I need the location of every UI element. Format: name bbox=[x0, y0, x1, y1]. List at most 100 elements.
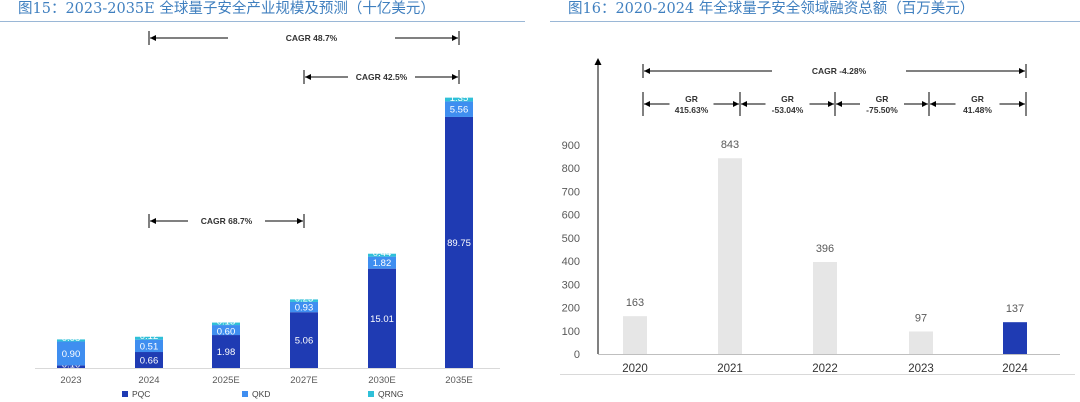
bar-segment-qrng-2030e bbox=[368, 253, 396, 257]
gr-label-line1: GR bbox=[781, 94, 794, 104]
data-label: 0.60 bbox=[217, 327, 236, 338]
y-tick-label: 200 bbox=[562, 303, 580, 315]
data-label: 89.75 bbox=[447, 238, 471, 249]
data-label: 0.15 bbox=[217, 317, 236, 328]
data-label: 0.66 bbox=[140, 356, 159, 367]
cagr-arrow-1-right-arrowhead bbox=[452, 35, 458, 41]
cagr-arrow-2-right-arrowhead bbox=[452, 74, 458, 80]
y-tick-label: 600 bbox=[562, 210, 580, 222]
y-axis-arrowhead bbox=[594, 58, 602, 65]
y-tick-label: 500 bbox=[562, 233, 580, 245]
bar-2021 bbox=[718, 158, 742, 354]
cagr-arrow-1-left-arrowhead bbox=[150, 35, 156, 41]
y-tick-label: 0 bbox=[574, 349, 580, 361]
cagr-arrow-2-left-arrowhead bbox=[305, 74, 311, 80]
x-tick-label: 2022 bbox=[812, 363, 838, 375]
gr-right-arrowhead bbox=[828, 101, 834, 107]
right-chart-panel: 图16：2020-2024 年全球量子安全领域融资总额（百万美元） 0 100 20… bbox=[550, 0, 1080, 402]
data-label: 0.44 bbox=[373, 248, 392, 259]
bar-segment-pqc-2027e bbox=[290, 312, 318, 368]
legend-label: QRNG bbox=[378, 389, 404, 399]
gr-label-line2: -53.04% bbox=[772, 105, 804, 115]
data-label: 396 bbox=[816, 243, 834, 255]
gr-left-arrowhead bbox=[930, 101, 936, 107]
cagr-label: CAGR 68.7% bbox=[201, 216, 253, 226]
gr-label-line1: GR bbox=[971, 94, 984, 104]
cagr-label: CAGR 42.5% bbox=[356, 72, 408, 82]
bar-segment-qkd-2035e bbox=[445, 101, 473, 117]
right-chart-title: 图16：2020-2024 年全球量子安全领域融资总额（百万美元） bbox=[568, 1, 975, 17]
cagr-arrow-3-right-arrowhead bbox=[297, 218, 303, 224]
x-tick-label: 2035E bbox=[445, 375, 472, 386]
cagr-label: CAGR 48.7% bbox=[286, 33, 338, 43]
y-tick-label: 100 bbox=[562, 326, 580, 338]
x-tick-label: 2023 bbox=[908, 363, 934, 375]
left-chart-title: 图15：2023-2035E 全球量子安全产业规模及预测（十亿美元） bbox=[18, 1, 435, 17]
bar-segment-pqc-2030e bbox=[368, 268, 396, 368]
cagr-arrow-3-left-arrowhead bbox=[150, 218, 156, 224]
x-tick-label: 2024 bbox=[1002, 363, 1028, 375]
bar-segment-qrng-2024 bbox=[135, 336, 163, 340]
bar-segment-pqc-2024 bbox=[135, 352, 163, 368]
bar-segment-qrng-2035e bbox=[445, 97, 473, 102]
data-label: 97 bbox=[915, 312, 927, 324]
left-chart-panel: 图15：2023-2035E 全球量子安全产业规模及预测（十亿美元） 0.100… bbox=[0, 0, 525, 402]
x-tick-label: 2025E bbox=[212, 375, 239, 386]
data-label: 0.51 bbox=[140, 341, 159, 352]
gr-label-line2: -75.50% bbox=[866, 105, 898, 115]
x-tick-label: 2020 bbox=[622, 363, 648, 375]
bar-segment-pqc-2025e bbox=[212, 335, 240, 368]
gr-label-line2: 415.63% bbox=[675, 105, 709, 115]
gr-label-line1: GR bbox=[685, 94, 698, 104]
y-tick-label: 700 bbox=[562, 186, 580, 198]
data-label: 15.01 bbox=[370, 314, 394, 325]
bar-segment-pqc-2023 bbox=[57, 365, 85, 368]
gr-left-arrowhead bbox=[741, 101, 747, 107]
y-tick-label: 800 bbox=[562, 163, 580, 175]
data-label: 843 bbox=[721, 139, 739, 151]
bar-segment-qrng-2027e bbox=[290, 299, 318, 302]
gr-right-arrowhead bbox=[1019, 101, 1025, 107]
data-label: 5.06 bbox=[295, 336, 314, 347]
bar-segment-qrng-2025e bbox=[212, 322, 240, 326]
cagr-label: CAGR -4.28% bbox=[812, 66, 867, 76]
data-label: 5.56 bbox=[450, 105, 469, 116]
left-stacked-bar-chart: 0.100.900.0820230.660.510.1220241.980.60… bbox=[35, 31, 500, 399]
gr-label-line1: GR bbox=[876, 94, 889, 104]
bar-2020 bbox=[623, 316, 647, 354]
bar-segment-qkd-2030e bbox=[368, 256, 396, 269]
data-label: 1.82 bbox=[373, 258, 392, 269]
bar-segment-qkd-2027e bbox=[290, 301, 318, 313]
x-tick-label: 2030E bbox=[368, 375, 395, 386]
legend-swatch-qkd bbox=[242, 391, 248, 397]
left-title-rule bbox=[0, 21, 525, 22]
x-tick-label: 2027E bbox=[290, 375, 317, 386]
bar-segment-qkd-2025e bbox=[212, 325, 240, 336]
gr-left-arrowhead bbox=[644, 101, 650, 107]
gr-left-arrowhead bbox=[836, 101, 842, 107]
x-tick-label: 2021 bbox=[717, 363, 743, 375]
gr-right-arrowhead bbox=[733, 101, 739, 107]
data-label: 0.08 bbox=[62, 333, 81, 344]
data-label: 0.12 bbox=[140, 331, 159, 342]
cagr-arrow-left-arrowhead bbox=[644, 68, 650, 74]
bar-2023 bbox=[909, 331, 933, 354]
cagr-arrow-right-arrowhead bbox=[1019, 68, 1025, 74]
legend-label: QKD bbox=[252, 389, 270, 399]
data-label: 1.35 bbox=[450, 93, 469, 104]
right-title-rule bbox=[550, 21, 1080, 22]
gr-label-line2: 41.48% bbox=[963, 105, 992, 115]
bar-2024 bbox=[1003, 322, 1027, 354]
right-bar-chart: 0 100 200 300 400 500 600 700 800 900 163 2020 843 20… bbox=[560, 58, 1075, 375]
data-label: 137 bbox=[1006, 303, 1024, 315]
bar-segment-qkd-2024 bbox=[135, 339, 163, 353]
legend-label: PQC bbox=[132, 389, 150, 399]
data-label: 0.90 bbox=[62, 349, 81, 360]
x-tick-label: 2023 bbox=[60, 375, 81, 386]
bar-segment-qkd-2023 bbox=[57, 341, 85, 366]
legend-swatch-qrng bbox=[368, 391, 374, 397]
legend-swatch-pqc bbox=[122, 391, 128, 397]
y-tick-label: 300 bbox=[562, 279, 580, 291]
x-tick-label: 2024 bbox=[138, 375, 159, 386]
bar-2022 bbox=[813, 262, 837, 354]
